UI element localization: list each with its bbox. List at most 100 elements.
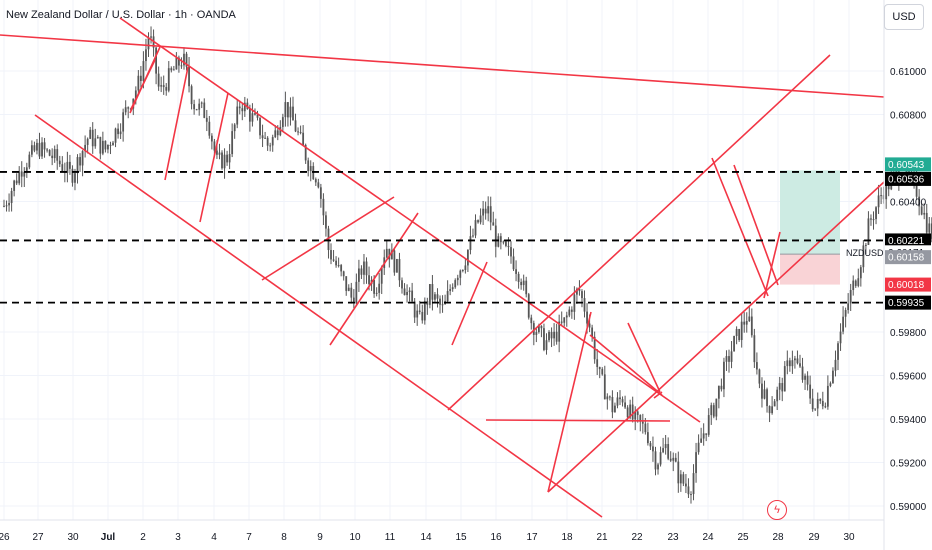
candle-body	[459, 270, 462, 278]
candle-body	[532, 323, 535, 335]
candle-body	[418, 310, 421, 312]
candle-body	[69, 161, 71, 169]
x-tick-label: 15	[455, 532, 467, 543]
candle-body	[586, 311, 588, 324]
candle-body	[281, 117, 284, 127]
candle-body	[119, 131, 122, 135]
candle-body	[327, 228, 330, 251]
candle-body	[763, 389, 766, 399]
candle-body	[583, 298, 586, 312]
candle-body	[266, 137, 269, 146]
candle-body	[317, 182, 320, 188]
currency-button[interactable]: USD	[884, 4, 924, 30]
candle-body	[238, 106, 241, 109]
candle-body	[390, 250, 393, 260]
candle-body	[180, 65, 183, 67]
x-tick-label: 18	[561, 532, 573, 543]
candle-body	[160, 85, 163, 87]
candle-body	[375, 292, 378, 294]
candle-body	[10, 190, 13, 204]
candle-body	[733, 336, 735, 352]
trendline	[119, 17, 701, 423]
candle-body	[621, 399, 624, 403]
candle-body	[256, 114, 259, 118]
candle-body	[5, 205, 8, 207]
candle-body	[766, 389, 768, 407]
trendline	[199, 92, 229, 223]
candle-body	[416, 310, 419, 318]
candle-body	[259, 117, 261, 136]
candle-body	[269, 145, 272, 147]
candle-body	[482, 208, 485, 216]
candle-body	[431, 284, 434, 300]
candle-body	[342, 271, 345, 277]
candle-body	[596, 359, 599, 368]
candle-body	[560, 321, 563, 323]
candle-body	[558, 321, 561, 342]
time-axis: 26 27 30 Jul 2 3 4 7 8 9 10 11 14 15 16 17 18 21 22 23 24 25 2…	[0, 532, 855, 543]
candle-body	[537, 326, 540, 333]
y-tick-label: 0.59800	[890, 328, 927, 339]
candle-body	[865, 244, 867, 246]
x-tick-label: 11	[385, 532, 396, 543]
candle-body	[530, 317, 533, 324]
candle-body	[535, 332, 538, 335]
candle-body	[66, 161, 69, 173]
candle-body	[33, 145, 36, 151]
candle-body	[134, 90, 137, 99]
candle-body	[195, 109, 198, 111]
candle-body	[472, 235, 474, 237]
trendline	[447, 54, 831, 411]
candle-body	[487, 206, 490, 214]
candle-body	[175, 57, 178, 70]
candle-body	[385, 248, 388, 258]
candle-body	[527, 294, 530, 318]
candle-body	[563, 317, 566, 323]
candle-body	[667, 444, 670, 459]
candle-body	[730, 351, 733, 362]
lightning-icon[interactable]: ϟ	[767, 500, 787, 520]
candle-body	[302, 132, 305, 145]
candle-body	[157, 73, 160, 87]
candle-body	[517, 273, 520, 282]
x-tick-label: 14	[420, 532, 432, 543]
candle-body	[591, 327, 594, 337]
candle-body	[178, 57, 180, 66]
candle-body	[581, 291, 583, 299]
candle-body	[456, 277, 459, 281]
candle-body	[142, 61, 145, 81]
candle-body	[852, 280, 855, 291]
candle-body	[84, 144, 87, 152]
x-tick-label: 16	[490, 532, 502, 543]
y-tick-label: 0.59000	[890, 502, 927, 513]
x-tick-label: 3	[175, 532, 181, 543]
candle-body	[631, 404, 634, 420]
candle-body	[322, 198, 325, 216]
candle-body	[849, 290, 852, 304]
candle-body	[464, 265, 467, 270]
candle-body	[712, 405, 715, 417]
candle-body	[644, 423, 647, 433]
candle-body	[188, 66, 190, 87]
candle-body	[469, 236, 472, 250]
candle-body	[771, 406, 774, 414]
candle-body	[743, 321, 746, 325]
candle-body	[446, 291, 449, 302]
candle-body	[162, 85, 165, 88]
candle-body	[183, 53, 185, 66]
price-level-label: 0.60158	[888, 253, 925, 264]
candle-body	[91, 129, 94, 147]
trendline	[589, 334, 663, 396]
candle-body	[672, 457, 675, 461]
candle-body	[918, 196, 921, 207]
candle-body	[74, 173, 76, 183]
candle-body	[271, 137, 274, 146]
candle-body	[525, 280, 528, 295]
candle-body	[248, 108, 251, 122]
candle-body	[279, 126, 282, 136]
candle-body	[657, 464, 659, 470]
candle-body	[492, 222, 495, 226]
candle-body	[641, 421, 644, 424]
candle-body	[401, 280, 403, 289]
